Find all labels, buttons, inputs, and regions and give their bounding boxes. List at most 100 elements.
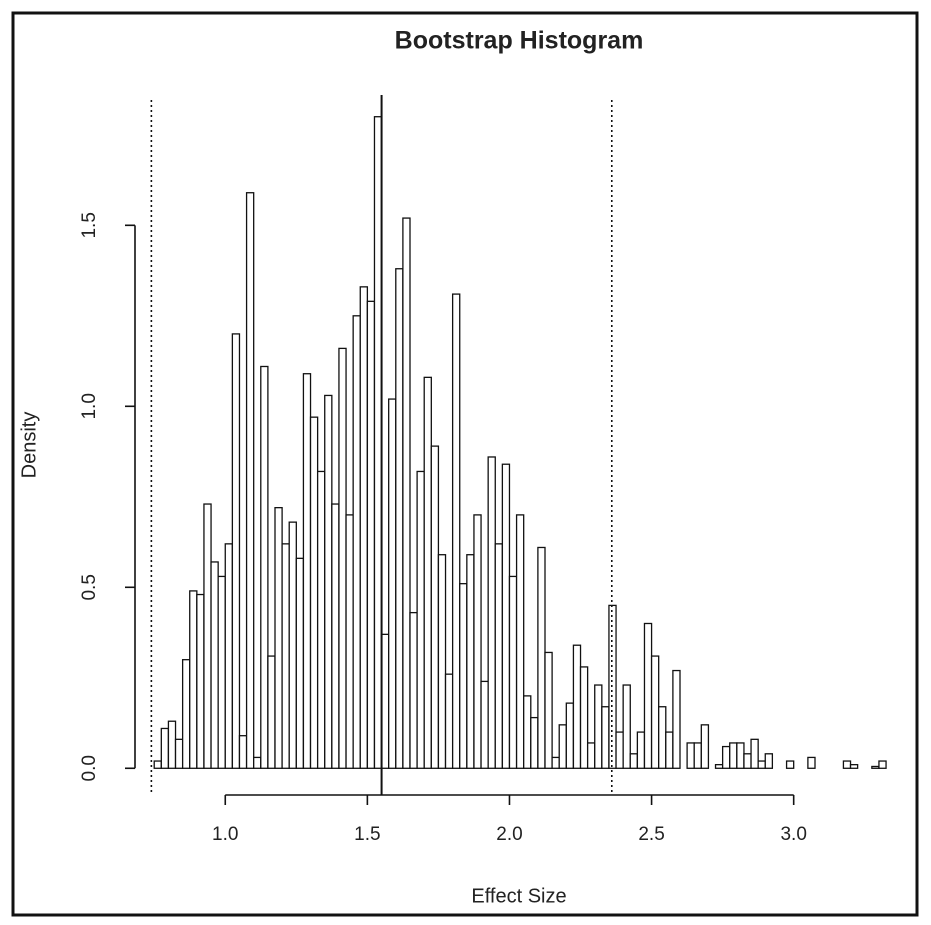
bar — [544, 651, 553, 769]
y-tick-label: 1.5 — [79, 212, 100, 238]
bar — [473, 514, 482, 769]
bar — [366, 300, 376, 769]
bar — [373, 116, 383, 769]
bar — [736, 742, 745, 769]
bar — [196, 593, 205, 769]
bar — [743, 753, 752, 769]
bar — [437, 554, 447, 769]
bar — [416, 470, 425, 769]
bar — [274, 507, 283, 769]
bar — [295, 557, 305, 769]
bar — [558, 724, 567, 769]
bar — [487, 456, 496, 769]
bar — [572, 644, 582, 769]
bar — [167, 720, 177, 769]
bar — [380, 633, 390, 769]
bar — [345, 514, 354, 769]
bar — [629, 753, 639, 769]
bar — [785, 760, 795, 769]
bar — [203, 503, 212, 769]
x-tick-label: 1.0 — [212, 824, 238, 845]
bar — [842, 760, 852, 769]
bar — [395, 268, 404, 769]
bar — [217, 575, 226, 769]
bar — [729, 742, 738, 769]
bar — [750, 738, 759, 769]
bar — [807, 756, 816, 769]
bar — [622, 684, 631, 769]
bar — [459, 583, 468, 769]
bar — [501, 463, 511, 769]
bar — [238, 735, 248, 769]
bar — [174, 738, 184, 769]
bar — [579, 666, 589, 769]
bar — [451, 293, 461, 769]
bar — [494, 543, 504, 769]
bar — [757, 760, 766, 769]
bar — [693, 742, 702, 769]
bar — [700, 724, 710, 769]
bar — [594, 684, 603, 769]
bar — [871, 765, 880, 769]
bar — [267, 655, 276, 769]
bar — [658, 706, 667, 769]
bar — [338, 347, 347, 769]
bar — [665, 731, 674, 769]
bar — [537, 546, 546, 769]
x-tick-label: 1.5 — [354, 824, 380, 845]
x-tick-label: 2.0 — [496, 824, 522, 845]
bar — [331, 503, 340, 769]
bar — [210, 561, 219, 769]
bar — [523, 695, 532, 769]
bar — [878, 760, 887, 769]
bar — [302, 373, 312, 769]
bar — [388, 398, 397, 769]
x-tick-label: 3.0 — [780, 824, 806, 845]
bar — [153, 760, 162, 769]
bar — [480, 680, 489, 769]
bar — [260, 365, 269, 769]
chart-title: Bootstrap Histogram — [395, 27, 644, 55]
bar — [324, 394, 333, 769]
bar — [288, 521, 297, 769]
bar — [565, 702, 575, 769]
bar — [253, 756, 262, 769]
bar — [189, 590, 198, 769]
bar — [466, 554, 475, 769]
bar — [231, 333, 241, 769]
bar — [359, 286, 369, 769]
bar — [444, 673, 454, 769]
bar — [508, 575, 518, 769]
bar — [636, 731, 646, 769]
y-tick-label: 0.5 — [79, 574, 100, 600]
bar — [672, 669, 681, 769]
bar — [309, 416, 319, 769]
x-tick-label: 2.5 — [638, 824, 664, 845]
x-axis-label: Effect Size — [471, 885, 566, 907]
frame — [11, 11, 919, 917]
bar — [423, 376, 432, 769]
bar — [409, 611, 418, 769]
bar — [721, 745, 731, 769]
bar — [245, 192, 255, 769]
bar — [430, 445, 440, 769]
bar — [181, 659, 191, 769]
bar — [551, 756, 560, 769]
bar — [601, 706, 610, 769]
bar — [764, 753, 774, 769]
bar — [316, 470, 326, 769]
bar — [224, 543, 234, 769]
bar — [160, 727, 170, 769]
y-tick-label: 0.0 — [79, 755, 100, 781]
bar — [352, 315, 361, 769]
bar — [615, 731, 624, 769]
bar — [530, 716, 539, 769]
bar — [586, 742, 596, 769]
y-tick-label: 1.0 — [79, 393, 100, 419]
bar — [281, 543, 290, 769]
bar — [643, 622, 653, 769]
bar — [849, 764, 859, 769]
y-axis-label: Density — [18, 412, 40, 479]
bar — [402, 217, 411, 769]
